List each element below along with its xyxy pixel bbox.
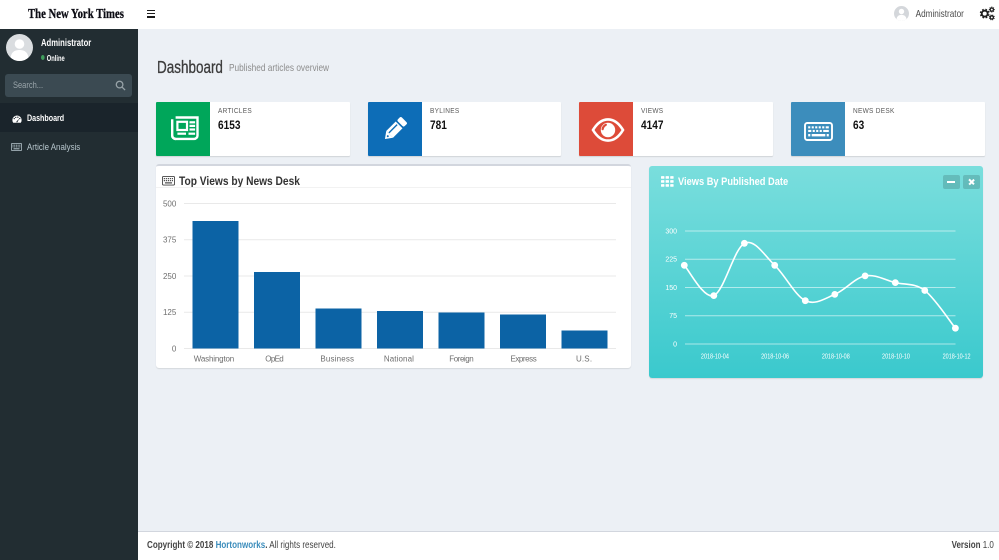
svg-text:OpEd: OpEd	[265, 355, 283, 364]
svg-text:250: 250	[163, 272, 177, 281]
svg-text:Express: Express	[510, 355, 536, 364]
svg-text:2018-10-12: 2018-10-12	[943, 353, 971, 361]
svg-text:375: 375	[163, 236, 177, 245]
svg-text:2018-10-08: 2018-10-08	[822, 353, 850, 361]
svg-text:150: 150	[665, 285, 677, 292]
svg-text:U.S.: U.S.	[576, 355, 592, 364]
svg-text:0: 0	[172, 344, 177, 353]
svg-text:Foreign: Foreign	[449, 355, 473, 364]
svg-text:2018-10-06: 2018-10-06	[761, 353, 789, 361]
svg-text:75: 75	[669, 313, 677, 320]
svg-text:225: 225	[665, 257, 677, 264]
svg-text:Business: Business	[320, 355, 354, 364]
svg-text:0: 0	[673, 341, 677, 348]
svg-text:National: National	[384, 355, 414, 364]
svg-text:500: 500	[163, 199, 177, 208]
svg-text:Washington: Washington	[194, 355, 235, 364]
svg-text:2018-10-04: 2018-10-04	[701, 353, 729, 361]
svg-text:2018-10-10: 2018-10-10	[882, 353, 910, 361]
svg-text:300: 300	[665, 228, 677, 235]
svg-text:125: 125	[163, 308, 177, 317]
